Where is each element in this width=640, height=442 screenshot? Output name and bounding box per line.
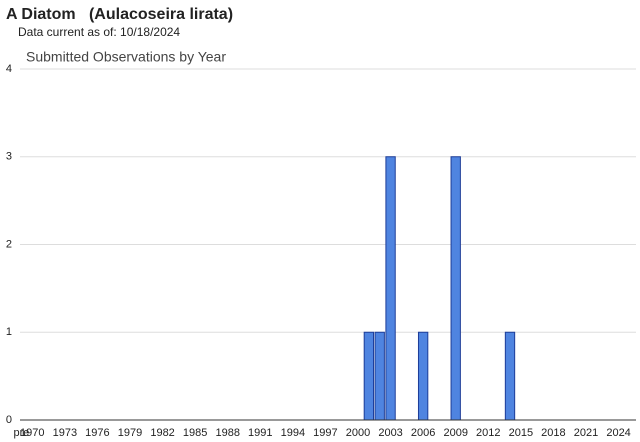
x-tick-label: 1973 [53, 427, 77, 439]
bar [374, 331, 385, 421]
x-tick-label: 2024 [606, 427, 630, 439]
x-tick-label: 1985 [183, 427, 207, 439]
x-tick-label: 2000 [346, 427, 370, 439]
y-tick-label: 0 [6, 414, 12, 426]
bar [504, 331, 516, 421]
x-tick-label: 1988 [215, 427, 239, 439]
x-tick-label: pre [13, 427, 29, 439]
x-tick-label: 1991 [248, 427, 272, 439]
y-tick-label: 3 [6, 151, 12, 163]
y-tick-label: 4 [6, 63, 12, 75]
bar [417, 331, 429, 421]
x-tick-label: 1997 [313, 427, 337, 439]
page-title: A Diatom (Aulacoseira lirata) [6, 6, 233, 23]
x-tick-label: 1982 [150, 427, 174, 439]
x-tick-label: 2021 [574, 427, 598, 439]
bar [363, 331, 375, 421]
page-subtitle: Data current as of: 10/18/2024 [18, 25, 180, 39]
x-tick-label: 1994 [281, 427, 305, 439]
x-tick-label: 1976 [85, 427, 109, 439]
x-tick-label: 2009 [443, 427, 467, 439]
bar [385, 156, 396, 421]
bar [450, 156, 461, 421]
x-tick-label: 2015 [509, 427, 533, 439]
chart-title: Submitted Observations by Year [26, 49, 226, 65]
x-tick-label: 2006 [411, 427, 435, 439]
y-tick-label: 1 [6, 326, 12, 338]
y-tick-label: 2 [6, 238, 12, 250]
x-tick-label: 1970 [20, 427, 44, 439]
x-tick-label: 2018 [541, 427, 565, 439]
x-tick-label: 2003 [378, 427, 402, 439]
x-tick-label: 1979 [118, 427, 142, 439]
x-tick-label: 2012 [476, 427, 500, 439]
